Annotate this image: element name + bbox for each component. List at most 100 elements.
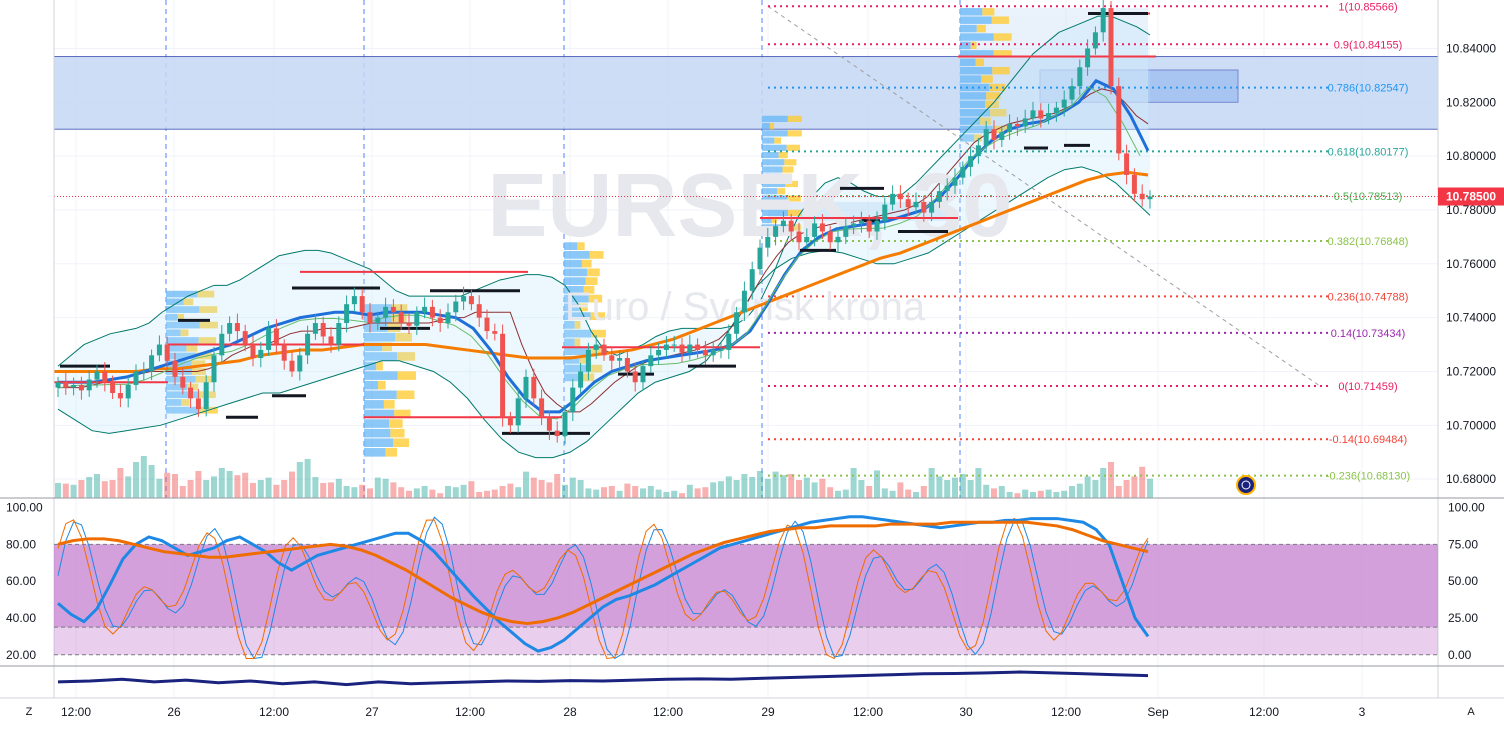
profile-bar bbox=[762, 151, 779, 159]
auto-scale-button[interactable]: A bbox=[1467, 706, 1475, 718]
oscillator-pane bbox=[0, 670, 1504, 699]
volume-bar bbox=[523, 471, 529, 498]
profile-bar bbox=[564, 356, 580, 364]
candle-body bbox=[1108, 8, 1114, 87]
candle-body bbox=[741, 290, 747, 313]
fib-level-label: 0.236(10.74788) bbox=[1328, 291, 1409, 303]
candles-layer bbox=[55, 0, 1153, 445]
volume-bar bbox=[858, 480, 865, 498]
volume-bar bbox=[811, 482, 818, 498]
candle-body bbox=[882, 204, 888, 221]
volume-bar bbox=[803, 477, 810, 498]
profile-bar bbox=[199, 321, 218, 329]
volume-bar bbox=[304, 459, 311, 498]
volume-bar bbox=[242, 472, 249, 498]
volume-bar bbox=[211, 476, 217, 498]
volume-bar bbox=[1139, 466, 1146, 498]
profile-bar bbox=[397, 352, 416, 361]
time-tick-label: 12:00 bbox=[259, 705, 289, 719]
profile-bar bbox=[762, 188, 778, 195]
volume-bar bbox=[1061, 490, 1068, 498]
timezone-button[interactable]: Z bbox=[25, 706, 33, 718]
fib-level-label: 0.9(10.84155) bbox=[1334, 39, 1403, 51]
volume-bar bbox=[881, 488, 888, 498]
candle-body bbox=[858, 220, 864, 224]
volume-bar bbox=[679, 493, 685, 498]
volume-bar bbox=[1100, 468, 1107, 498]
candle-body bbox=[695, 344, 701, 350]
candle-body bbox=[320, 323, 326, 337]
profile-bar bbox=[166, 399, 182, 406]
candle-body bbox=[1077, 67, 1083, 87]
price-tick-label: 10.80000 bbox=[1446, 149, 1496, 163]
profile-bar bbox=[590, 312, 606, 321]
stochastic-pane: 100.00 80.00 60.00 40.00 20.00 100.00 75.00 50.… bbox=[0, 501, 1504, 667]
volume-bar bbox=[164, 472, 171, 498]
candle-body bbox=[63, 382, 69, 388]
candle-body bbox=[734, 312, 740, 334]
profile-bar bbox=[564, 294, 589, 303]
stoch-left-tick: 80.00 bbox=[6, 537, 36, 551]
volume-bar bbox=[94, 474, 100, 498]
profile-bar bbox=[587, 268, 600, 277]
candle-body bbox=[835, 236, 841, 243]
volume-bar bbox=[499, 486, 506, 498]
profile-bar bbox=[583, 286, 595, 294]
profile-bar bbox=[564, 321, 575, 329]
profile-bar bbox=[970, 41, 977, 50]
candle-body bbox=[1092, 32, 1098, 49]
fib-level-label: 0.618(10.80177) bbox=[1328, 146, 1409, 158]
profile-bar bbox=[166, 290, 198, 298]
candle-body bbox=[796, 231, 802, 243]
globe-icon[interactable] bbox=[1236, 475, 1256, 495]
axes-layer: 10.68000 10.70000 10.72000 10.74000 10.76000… bbox=[0, 0, 1504, 698]
volume-bar bbox=[835, 490, 841, 498]
profile-bar bbox=[960, 8, 983, 16]
volume-bar bbox=[593, 489, 600, 498]
candle-body bbox=[968, 156, 974, 167]
price-tick-label: 10.82000 bbox=[1446, 95, 1496, 109]
last-price-label: 10.78500 bbox=[1446, 190, 1496, 204]
volume-bar bbox=[172, 474, 178, 498]
time-tick-label: 12:00 bbox=[1249, 705, 1279, 719]
candle-body bbox=[141, 371, 147, 373]
volume-bar bbox=[133, 462, 139, 498]
candle-body bbox=[359, 296, 365, 313]
time-tick-label: 30 bbox=[959, 705, 973, 719]
profile-bar bbox=[364, 332, 396, 342]
volume-bar bbox=[1108, 462, 1114, 498]
volume-bar bbox=[850, 468, 857, 498]
volume-bar bbox=[195, 471, 202, 498]
candle-body bbox=[156, 344, 162, 356]
profile-bar bbox=[166, 329, 181, 337]
volume-bar bbox=[1030, 492, 1036, 498]
time-axis[interactable]: 12:00 26 12:00 27 12:00 28 12:00 29 12:00 30 12:00… bbox=[61, 705, 1366, 719]
candle-body bbox=[874, 220, 880, 232]
candle-body bbox=[952, 177, 958, 186]
stoch-fast-line bbox=[57, 516, 1149, 660]
profile-bar bbox=[960, 41, 971, 50]
candle-body bbox=[562, 411, 568, 437]
price-tick-label: 10.78000 bbox=[1446, 203, 1496, 217]
candle-body bbox=[656, 349, 662, 356]
candle-body bbox=[960, 166, 966, 178]
profile-bar bbox=[390, 428, 405, 438]
profile-bar bbox=[960, 92, 987, 100]
profile-bar bbox=[364, 361, 377, 371]
candle-body bbox=[679, 344, 685, 353]
profile-bar bbox=[583, 373, 595, 382]
profile-bar bbox=[378, 380, 386, 390]
stoch-right-tick: 25.00 bbox=[1448, 611, 1478, 625]
profile-bar bbox=[392, 304, 408, 313]
volume-bar bbox=[179, 486, 186, 498]
volume-bar bbox=[296, 462, 303, 498]
candle-body bbox=[515, 398, 521, 426]
profile-bar bbox=[183, 298, 194, 306]
volume-bar bbox=[250, 483, 256, 498]
profile-bar bbox=[980, 117, 991, 125]
volume-bar bbox=[842, 489, 849, 498]
stoch-left-tick: 60.00 bbox=[6, 574, 36, 588]
candle-body bbox=[546, 417, 552, 431]
time-tick-label: 28 bbox=[563, 705, 577, 719]
